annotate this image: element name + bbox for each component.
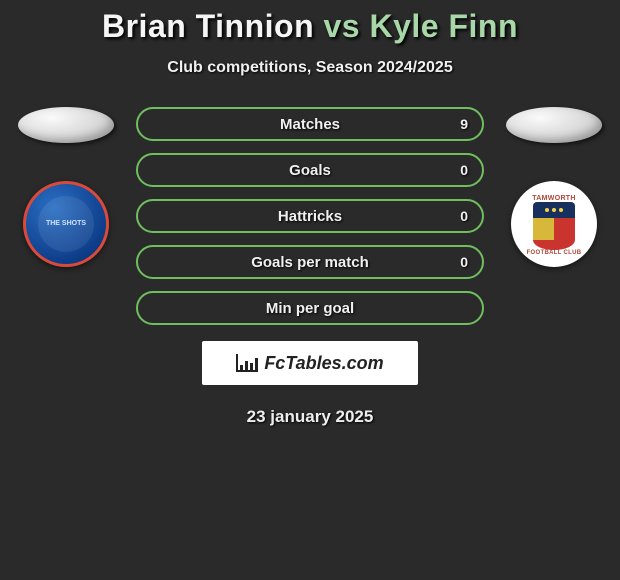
date-label: 23 january 2025 [0,407,620,427]
stat-row-min-per-goal: Min per goal [136,291,484,325]
comparison-widget: Brian Tinnion vs Kyle Finn Club competit… [0,0,620,427]
stat-label: Goals [289,162,331,179]
branding-text: FcTables.com [264,353,383,374]
player1-club-badge: THE SHOTS [23,181,109,267]
player1-club-short: THE SHOTS [38,196,94,252]
stat-label: Min per goal [266,300,354,317]
main-row: THE SHOTS Matches 9 Goals 0 Hattricks 0 … [0,107,620,325]
stat-label: Matches [280,116,340,133]
player1-column: THE SHOTS [16,107,116,267]
stat-row-goals-per-match: Goals per match 0 [136,245,484,279]
player2-club-line1: TAMWORTH [532,195,575,202]
stat-label: Hattricks [278,208,342,225]
player1-name: Brian Tinnion [102,8,314,44]
player2-avatar-placeholder [506,107,602,143]
stat-right-value: 9 [460,116,468,132]
branding-box[interactable]: FcTables.com [202,341,418,385]
player2-column: TAMWORTH FOOTBALL CLUB [504,107,604,267]
chart-icon [236,354,258,372]
shield-icon [533,202,575,250]
vs-label: vs [324,8,361,44]
stat-row-hattricks: Hattricks 0 [136,199,484,233]
player2-name: Kyle Finn [369,8,518,44]
stat-right-value: 0 [460,162,468,178]
stat-right-value: 0 [460,208,468,224]
player2-club-badge: TAMWORTH FOOTBALL CLUB [511,181,597,267]
stats-column: Matches 9 Goals 0 Hattricks 0 Goals per … [136,107,484,325]
player2-club-line2: FOOTBALL CLUB [527,250,582,256]
stat-row-goals: Goals 0 [136,153,484,187]
stat-row-matches: Matches 9 [136,107,484,141]
page-title: Brian Tinnion vs Kyle Finn [0,8,620,45]
stat-label: Goals per match [251,254,369,271]
stat-right-value: 0 [460,254,468,270]
subtitle: Club competitions, Season 2024/2025 [0,59,620,77]
player1-avatar-placeholder [18,107,114,143]
